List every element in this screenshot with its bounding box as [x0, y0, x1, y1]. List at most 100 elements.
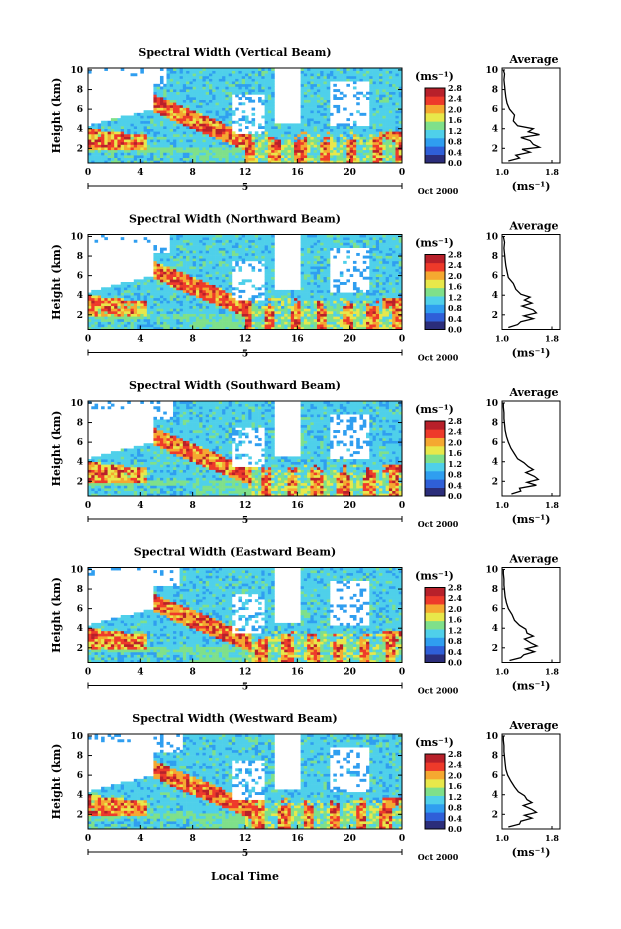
heatmap-cell: [316, 321, 321, 325]
heatmap-cell: [267, 144, 272, 148]
heatmap-cell: [316, 110, 321, 114]
heatmap-cell: [280, 303, 285, 307]
heatmap-cell: [94, 297, 99, 301]
heatmap-cell: [189, 157, 193, 161]
heatmap-cell: [186, 245, 190, 248]
heatmap-cell: [143, 123, 148, 127]
heatmap-cell: [97, 131, 102, 135]
heatmap-cell: [336, 311, 341, 314]
heatmap-cell: [186, 321, 190, 325]
heatmap-cell: [137, 318, 141, 322]
heatmap-cell: [140, 311, 144, 314]
heatmap-cell: [379, 86, 383, 90]
heatmap-cell: [146, 295, 151, 299]
heatmap-cell: [209, 260, 213, 264]
heatmap-cell: [209, 292, 213, 296]
heatmap-cell: [153, 318, 157, 322]
heatmap-cell: [379, 94, 383, 98]
heatmap-cell: [212, 305, 216, 309]
heatmap-cell: [284, 318, 288, 322]
heatmap-cell: [222, 149, 226, 153]
heatmap-cell: [333, 326, 337, 330]
heatmap-cell: [398, 78, 403, 82]
heatmap-cell: [222, 311, 226, 314]
heatmap-cell: [258, 73, 262, 77]
heatmap-cell: [261, 157, 265, 161]
heatmap-cell: [192, 102, 197, 106]
heatmap-cell: [225, 237, 229, 241]
heatmap-cell: [372, 118, 377, 122]
heatmap-cell: [225, 144, 229, 148]
heatmap-cell: [212, 131, 216, 135]
colorbar-tick-label: 0.4: [448, 147, 462, 157]
heatmap-cell: [140, 147, 144, 151]
heatmap-cell: [156, 305, 161, 309]
heatmap-cell: [209, 73, 213, 77]
heatmap-cell: [379, 83, 383, 87]
heatmap-cell: [235, 141, 239, 145]
heatmap-cell: [166, 86, 171, 90]
heatmap-cell: [245, 255, 249, 259]
heatmap-cell: [163, 276, 167, 280]
heatmap-cell: [205, 263, 210, 267]
heatmap-cell: [241, 160, 246, 164]
heatmap-cell: [264, 133, 269, 137]
heatmap-cell: [261, 245, 265, 248]
heatmap-cell: [392, 128, 396, 132]
heatmap-cell: [228, 274, 233, 278]
heatmap-cell: [271, 81, 275, 85]
heatmap-cell: [209, 104, 213, 108]
heatmap-cell: [107, 289, 112, 293]
heatmap-cell: [209, 118, 213, 122]
heatmap-cell: [199, 316, 203, 320]
heatmap-cell: [362, 255, 367, 259]
heatmap-cell: [166, 89, 171, 93]
heatmap-cell: [287, 155, 292, 159]
heatmap-cell: [215, 279, 220, 283]
heatmap-cell: [395, 120, 400, 124]
heatmap-cell: [205, 139, 210, 143]
heatmap-cell: [323, 252, 328, 256]
heatmap-cell: [248, 313, 252, 317]
heatmap-cell: [166, 308, 171, 312]
heatmap-cell: [385, 81, 390, 85]
heatmap-cell: [346, 152, 350, 156]
heatmap-cell: [225, 118, 229, 122]
heatmap-cell: [277, 313, 282, 317]
heatmap-cell: [251, 141, 256, 145]
heatmap-cell: [235, 255, 239, 259]
heatmap-cell: [264, 147, 269, 151]
heatmap-cell: [209, 78, 213, 82]
heatmap-cell: [316, 282, 321, 285]
heatmap-cell: [248, 86, 252, 90]
heatmap-cell: [287, 311, 292, 314]
heatmap-cell: [343, 303, 347, 307]
heatmap-cell: [169, 282, 174, 285]
heatmap-cell: [385, 94, 390, 98]
heatmap-cell: [235, 242, 239, 246]
heatmap-cell: [218, 263, 223, 267]
heatmap-cell: [352, 70, 357, 74]
heatmap-cell: [375, 104, 380, 108]
heatmap-cell: [123, 139, 128, 143]
heatmap-cell: [140, 128, 144, 132]
heatmap-cell: [271, 250, 275, 254]
heatmap-cell: [91, 133, 95, 137]
heatmap-cell: [258, 68, 262, 71]
heatmap-cell: [189, 133, 193, 137]
heatmap-cell: [261, 144, 265, 148]
heatmap-cell: [218, 144, 223, 148]
heatmap-cell: [264, 123, 269, 127]
heatmap-cell: [339, 141, 344, 145]
heatmap-cell: [209, 250, 213, 254]
heatmap-cell: [303, 263, 308, 267]
heatmap-cell: [375, 78, 380, 82]
heatmap-cell: [323, 94, 328, 98]
heatmap-cell: [388, 147, 393, 151]
heatmap-cell: [169, 126, 174, 129]
heatmap-cell: [307, 274, 311, 278]
heatmap-cell: [343, 245, 347, 248]
heatmap-cell: [330, 318, 334, 322]
heatmap-cell: [336, 308, 341, 312]
heatmap-cell: [300, 326, 305, 330]
